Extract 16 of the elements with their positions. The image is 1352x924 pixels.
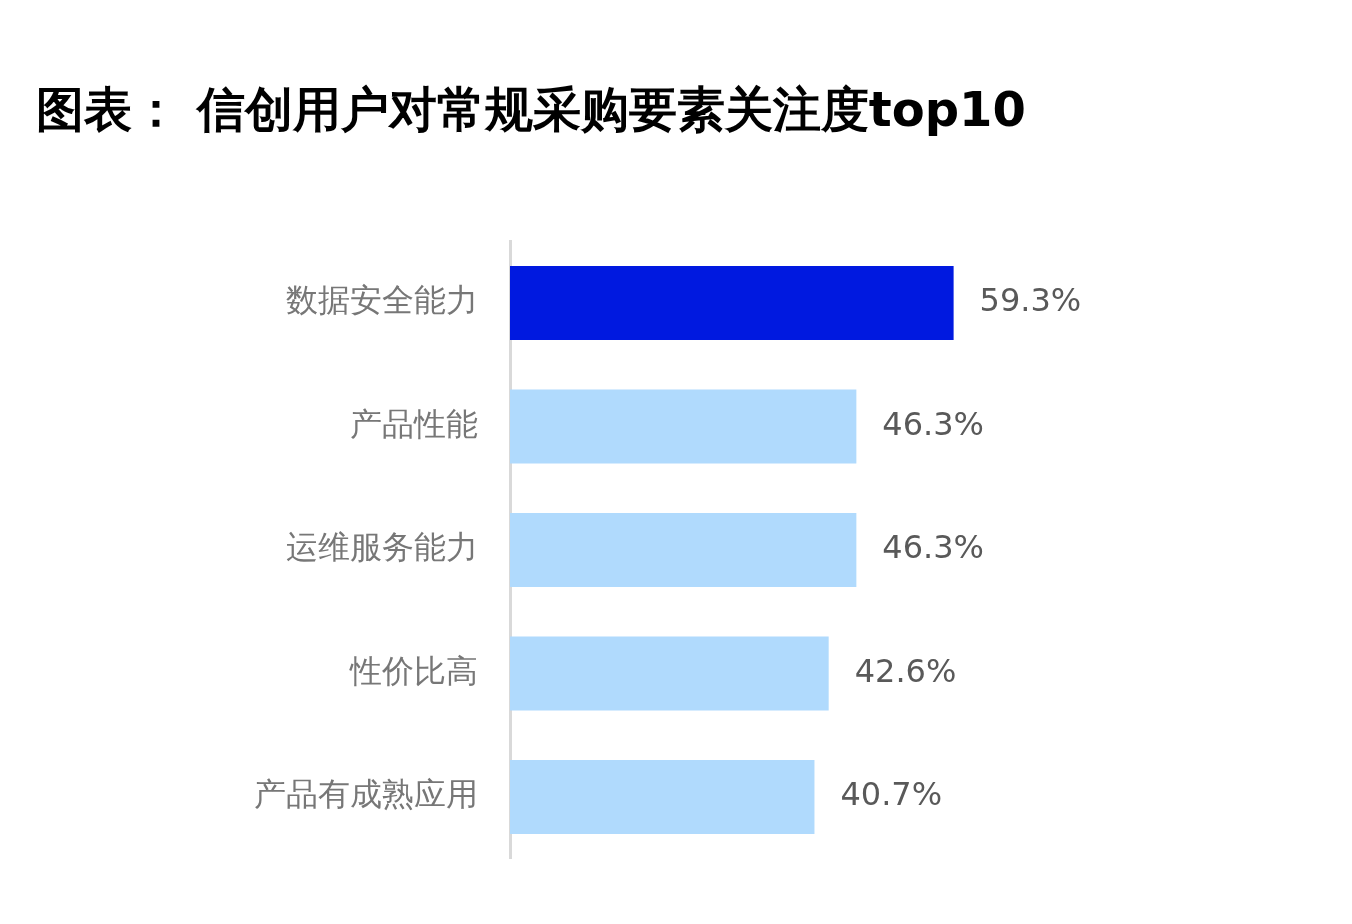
bar [510,265,954,341]
bar [510,759,815,835]
y-tick-label: 产品性能 [350,404,478,443]
bar [510,389,857,464]
data-label: 40.7% [840,775,943,814]
data-label: 46.3% [882,404,985,443]
bar [510,512,857,588]
y-tick-label: 产品有成熟应用 [254,775,478,814]
data-label: 59.3% [979,281,1082,320]
y-tick-label: 数据安全能力 [286,281,478,320]
y-tick-label: 性价比高 [349,651,478,690]
data-label: 42.6% [854,651,957,690]
data-label: 46.3% [882,528,985,567]
bar [510,636,829,711]
chart-title: 图表： 信创用户对常规采购要素关注度top10 [35,80,1027,137]
y-tick-label: 运维服务能力 [286,528,478,567]
